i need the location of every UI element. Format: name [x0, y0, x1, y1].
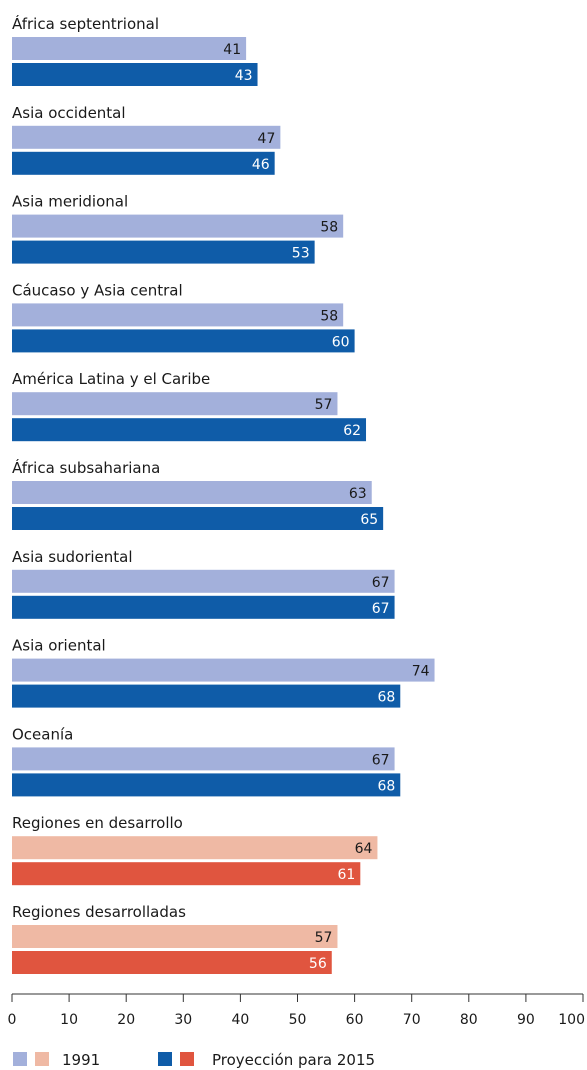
bar-value-label: 67 [372, 752, 390, 768]
bar-1991 [12, 836, 378, 860]
bar-value-label: 43 [235, 68, 253, 84]
x-tick-label: 100 [558, 1012, 585, 1028]
bar-value-label: 60 [332, 334, 350, 350]
bar-value-label: 58 [320, 308, 338, 324]
x-tick-label: 10 [60, 1012, 78, 1028]
bar-value-label: 68 [377, 778, 395, 794]
bar-value-label: 62 [343, 423, 361, 439]
bar-value-label: 46 [252, 157, 270, 173]
bar-value-label: 56 [309, 956, 327, 972]
bar-value-label: 58 [320, 220, 338, 236]
x-tick-label: 70 [403, 1012, 421, 1028]
category-label: Oceanía [12, 725, 73, 743]
bar-1991 [12, 658, 435, 682]
category-label: Regiones desarrolladas [12, 903, 186, 921]
bar-value-label: 67 [372, 575, 390, 591]
category-label: América Latina y el Caribe [12, 370, 210, 388]
legend-swatch-2015-blue [158, 1052, 172, 1066]
bars-layer: África septentrional 41 43 Asia occidental 4… [12, 14, 435, 974]
bar-1991 [12, 125, 281, 149]
bar-2015 [12, 418, 367, 442]
bar-value-label: 68 [377, 690, 395, 706]
category-label: Asia sudoriental [12, 548, 133, 566]
x-tick-label: 90 [517, 1012, 535, 1028]
bar-value-label: 65 [360, 512, 378, 528]
x-tick-label: 40 [231, 1012, 249, 1028]
bar-value-label: 53 [292, 246, 310, 262]
bar-value-label: 57 [315, 930, 333, 946]
bar-1991 [12, 392, 338, 416]
legend-label-2015: Proyección para 2015 [212, 1051, 375, 1069]
legend-swatch-1991-blue [13, 1052, 27, 1066]
category-label: Asia meridional [12, 193, 128, 211]
bar-2015 [12, 507, 384, 530]
bar-1991 [12, 481, 372, 504]
x-tick-label: 80 [460, 1012, 478, 1028]
bar-2015 [12, 63, 258, 86]
bar-value-label: 41 [223, 42, 241, 58]
category-label: Asia oriental [12, 637, 106, 655]
bar-2015 [12, 595, 395, 619]
bar-value-label: 74 [412, 664, 430, 680]
x-tick-label: 20 [117, 1012, 135, 1028]
bar-1991 [12, 747, 395, 771]
category-label: África subsahariana [12, 458, 160, 477]
bar-1991 [12, 303, 344, 327]
bar-value-label: 64 [355, 841, 373, 857]
x-axis: 0 10 20 30 40 50 60 70 80 90 100 [8, 993, 585, 1028]
x-tick-label: 0 [8, 1012, 17, 1028]
category-label: Asia occidental [12, 104, 126, 122]
bar-value-label: 63 [349, 486, 367, 502]
bar-2015 [12, 773, 401, 797]
bar-1991 [12, 925, 338, 948]
bar-2015 [12, 684, 401, 708]
x-tick-label: 60 [346, 1012, 364, 1028]
bar-value-label: 57 [315, 397, 333, 413]
category-label: África septentrional [12, 14, 159, 33]
bar-value-label: 67 [372, 601, 390, 617]
bar-value-label: 47 [258, 131, 276, 147]
bar-value-label: 61 [337, 867, 355, 883]
x-tick-label: 30 [174, 1012, 192, 1028]
category-label: Cáucaso y Asia central [12, 281, 183, 299]
bar-1991 [12, 214, 344, 238]
bar-2015 [12, 862, 361, 886]
category-label: Regiones en desarrollo [12, 814, 183, 832]
bar-1991 [12, 569, 395, 593]
legend: 1991 Proyección para 2015 [13, 1051, 375, 1069]
legend-label-1991: 1991 [62, 1051, 100, 1069]
bar-2015 [12, 951, 332, 974]
bar-1991 [12, 37, 247, 60]
bar-2015 [12, 329, 355, 353]
legend-swatch-2015-red [180, 1052, 194, 1066]
bar-2015 [12, 240, 315, 264]
legend-swatch-1991-pink [35, 1052, 49, 1066]
x-tick-label: 50 [289, 1012, 307, 1028]
bar-2015 [12, 151, 275, 175]
